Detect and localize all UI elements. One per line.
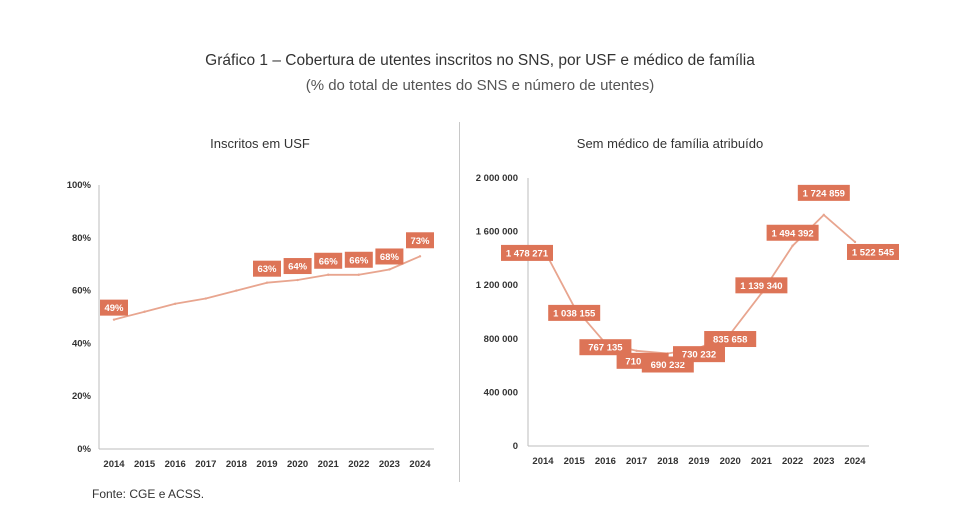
data-label-box — [673, 346, 725, 363]
data-label: 1 038 155 — [553, 308, 596, 319]
data-point — [112, 318, 116, 321]
data-point — [635, 349, 638, 353]
data-label-box — [797, 184, 850, 201]
data-label: 66% — [349, 255, 369, 266]
data-label-box — [704, 331, 757, 348]
y-tick-label: 60% — [72, 286, 92, 297]
y-tick-label: 20% — [72, 391, 92, 402]
data-label-box — [406, 232, 434, 249]
data-label: 690 232 — [651, 360, 685, 371]
x-tick-label: 2016 — [165, 459, 186, 470]
data-label: 63% — [257, 264, 277, 275]
data-label-box — [847, 243, 899, 260]
chart-subtitle: (% do total de utentes do SNS e número d… — [305, 77, 655, 94]
data-label-box — [283, 258, 312, 275]
data-label: 1 494 392 — [771, 228, 813, 239]
x-tick-label: 2023 — [813, 456, 834, 467]
data-point — [357, 273, 360, 276]
data-point — [296, 278, 299, 282]
source-note: Fonte: CGE e ACSS. — [92, 487, 205, 501]
x-tick-label: 2015 — [564, 456, 586, 467]
data-point — [143, 310, 146, 313]
data-label: 730 232 — [682, 350, 716, 361]
x-tick-label: 2019 — [688, 456, 709, 467]
x-tick-label: 2024 — [844, 456, 866, 467]
data-label-box — [548, 304, 601, 321]
x-tick-label: 2021 — [751, 456, 773, 467]
x-tick-label: 2014 — [532, 456, 554, 467]
x-tick-label: 2017 — [626, 456, 647, 467]
data-point — [791, 244, 794, 247]
x-tick-label: 2021 — [318, 459, 340, 470]
data-label: 1 478 271 — [506, 248, 549, 259]
y-tick-label: 1 200 000 — [476, 280, 518, 291]
x-tick-label: 2023 — [379, 459, 400, 470]
data-label-box — [579, 339, 632, 356]
y-tick-label: 80% — [72, 233, 92, 244]
y-tick-label: 0 — [513, 441, 518, 452]
data-label: 767 135 — [588, 343, 623, 354]
data-point — [853, 240, 857, 244]
x-tick-label: 2022 — [782, 456, 803, 467]
data-label: 68% — [380, 252, 400, 263]
data-label: 1 139 340 — [740, 281, 782, 292]
right-panel-title: Sem médico de família atribuído — [576, 136, 764, 151]
data-label-box — [100, 299, 128, 316]
y-tick-label: 100% — [67, 180, 92, 191]
y-tick-label: 0% — [77, 444, 91, 455]
x-tick-label: 2018 — [226, 459, 247, 470]
data-label-box — [766, 224, 819, 241]
x-tick-label: 2014 — [103, 459, 125, 470]
y-tick-label: 400 000 — [484, 387, 518, 398]
data-label-box — [375, 248, 404, 265]
chart-title: Gráfico 1 – Cobertura de utentes inscrit… — [205, 52, 755, 69]
data-label: 1 522 545 — [852, 247, 895, 258]
data-label-box — [501, 244, 553, 261]
data-label-box — [253, 260, 281, 277]
data-point — [235, 289, 238, 292]
data-point — [204, 297, 207, 300]
data-label-box — [344, 251, 373, 268]
y-tick-label: 2 000 000 — [476, 173, 518, 184]
x-tick-label: 2020 — [720, 456, 741, 467]
data-label: 73% — [410, 236, 430, 247]
y-tick-label: 40% — [72, 338, 92, 349]
data-label-box — [314, 252, 343, 269]
data-point — [327, 273, 330, 276]
left-panel-title: Inscritos em USF — [210, 136, 310, 151]
data-label: 1 724 859 — [803, 188, 845, 199]
x-tick-label: 2018 — [657, 456, 678, 467]
data-label: 64% — [288, 262, 308, 273]
data-point — [418, 255, 422, 258]
data-label-box — [735, 277, 788, 294]
x-tick-label: 2020 — [287, 459, 308, 470]
x-tick-label: 2015 — [134, 459, 156, 470]
data-point — [174, 302, 177, 305]
y-tick-label: 1 600 000 — [476, 227, 518, 238]
x-tick-label: 2022 — [348, 459, 369, 470]
data-label: 49% — [104, 303, 124, 314]
data-point — [265, 281, 269, 284]
data-point — [822, 213, 825, 217]
x-tick-label: 2019 — [256, 459, 277, 470]
data-point — [388, 268, 391, 271]
x-tick-label: 2016 — [595, 456, 616, 467]
x-tick-label: 2017 — [195, 459, 216, 470]
data-label: 835 658 — [713, 335, 747, 346]
panel-divider — [459, 122, 460, 482]
data-label: 66% — [319, 256, 339, 267]
y-tick-label: 800 000 — [484, 334, 518, 345]
x-tick-label: 2024 — [409, 459, 431, 470]
